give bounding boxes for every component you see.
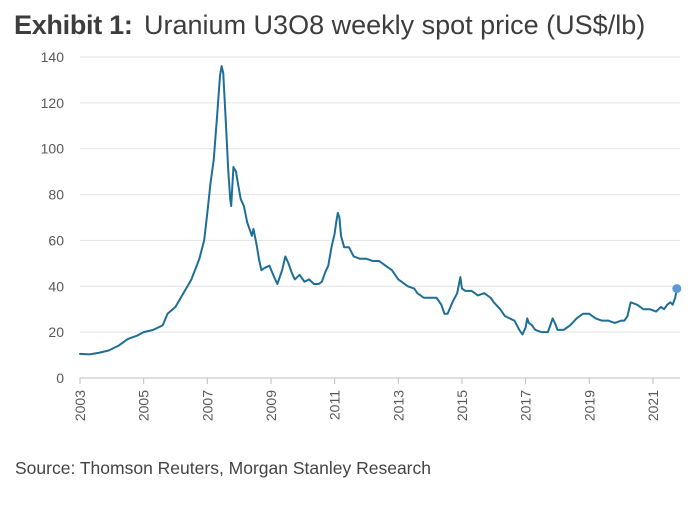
series-line-0 [79, 65, 678, 356]
axes [79, 377, 680, 384]
y-tick-label-140: 140 [41, 49, 65, 65]
y-tick-label-60: 60 [48, 232, 64, 248]
x-tick-label-2021: 2021 [645, 390, 661, 421]
series-layer [79, 65, 682, 356]
source-note: Source: Thomson Reuters, Morgan Stanley … [15, 458, 431, 478]
x-axis-tick-labels: 2003 2005 2007 2009 2011 2013 2015 2017 2019 2021 [72, 390, 661, 421]
x-tick-label-2017: 2017 [518, 390, 534, 421]
y-tick-label-40: 40 [48, 278, 64, 294]
x-tick-label-2007: 2007 [199, 390, 215, 421]
y-tick-label-120: 120 [41, 95, 65, 111]
latest-value-marker [672, 284, 682, 294]
x-tick-label-2019: 2019 [581, 390, 597, 421]
exhibit-label: Exhibit 1: [14, 10, 133, 40]
y-tick-label-20: 20 [48, 324, 64, 340]
y-tick-label-0: 0 [56, 370, 64, 386]
x-tick-label-2015: 2015 [454, 390, 470, 421]
x-tick-label-2013: 2013 [390, 390, 406, 421]
y-tick-label-100: 100 [41, 141, 65, 157]
x-tick-label-2009: 2009 [263, 390, 279, 421]
x-tick-label-2003: 2003 [72, 390, 88, 421]
title-text: Uranium U3O8 weekly spot price (US$/lb) [144, 10, 646, 40]
y-tick-label-80: 80 [48, 187, 64, 203]
gridlines [80, 56, 680, 333]
chart-title: Exhibit 1: Uranium U3O8 weekly spot pric… [14, 8, 694, 42]
y-axis-tick-labels: 0 20 40 60 80 100 120 140 [41, 49, 65, 386]
x-tick-label-2005: 2005 [136, 390, 152, 421]
x-tick-label-2011: 2011 [327, 390, 343, 420]
